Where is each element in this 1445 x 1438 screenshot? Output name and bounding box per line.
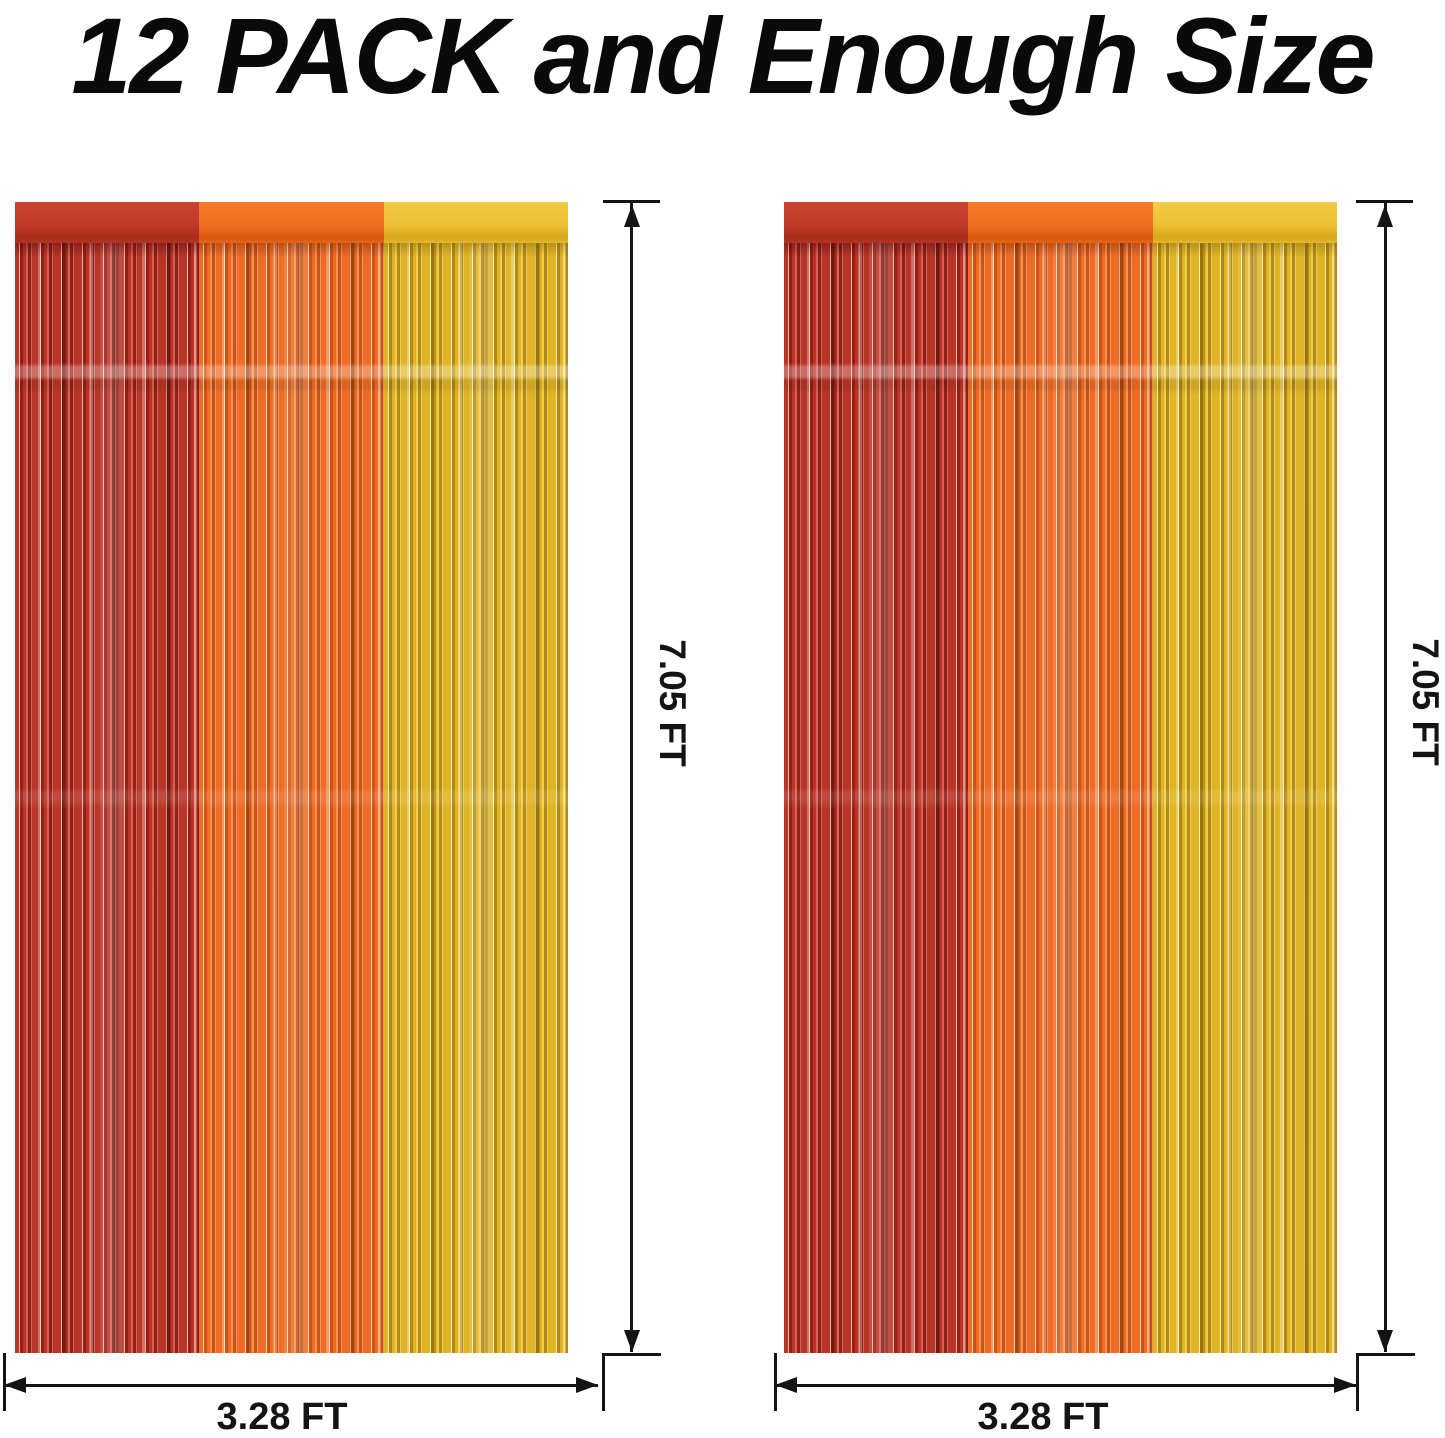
fringe-section-red bbox=[15, 243, 200, 1353]
extension-line-horizontal bbox=[603, 1353, 661, 1356]
fringe-section-yellow bbox=[1152, 243, 1337, 1353]
curtain-1-figure: 7.05 FT 3.28 FT bbox=[3, 200, 693, 1438]
extension-line-vertical bbox=[602, 1353, 605, 1411]
curtain-header-band bbox=[15, 202, 568, 243]
fringe-section-orange bbox=[968, 243, 1153, 1353]
arrowhead-down-icon bbox=[1377, 1330, 1393, 1352]
curtain-fringe bbox=[15, 243, 568, 1353]
band-section-yellow bbox=[383, 202, 568, 243]
curtain-fringe bbox=[784, 243, 1337, 1353]
arrowhead-down-icon bbox=[624, 1330, 640, 1352]
foil-curtain-2 bbox=[784, 202, 1337, 1353]
height-dimension-top-bar bbox=[603, 200, 660, 203]
band-section-orange bbox=[968, 202, 1153, 243]
band-section-yellow bbox=[1152, 202, 1337, 243]
fringe-section-orange bbox=[199, 243, 384, 1353]
height-label: 7.05 FT bbox=[1405, 638, 1445, 766]
extension-line-vertical bbox=[1356, 1353, 1359, 1411]
arrowhead-up-icon bbox=[624, 205, 640, 227]
height-label: 7.05 FT bbox=[652, 639, 693, 767]
foil-curtain-1 bbox=[15, 202, 568, 1353]
height-dimension-line bbox=[630, 203, 633, 1352]
width-label: 3.28 FT bbox=[216, 1396, 348, 1438]
arrowhead-left-icon bbox=[775, 1377, 797, 1393]
height-dimension-line bbox=[1384, 203, 1387, 1352]
arrowhead-right-icon bbox=[1334, 1377, 1356, 1393]
arrowhead-left-icon bbox=[4, 1377, 26, 1393]
extension-line-horizontal bbox=[1357, 1353, 1415, 1356]
arrowhead-up-icon bbox=[1377, 205, 1393, 227]
width-dimension-line bbox=[776, 1384, 1356, 1387]
band-section-red bbox=[15, 202, 200, 243]
fringe-section-yellow bbox=[383, 243, 568, 1353]
band-section-red bbox=[784, 202, 969, 243]
arrowhead-right-icon bbox=[576, 1377, 598, 1393]
curtain-header-band bbox=[784, 202, 1337, 243]
product-title: 12 PACK and Enough Size bbox=[71, 0, 1375, 116]
height-dimension-top-bar bbox=[1356, 200, 1413, 203]
width-label: 3.28 FT bbox=[977, 1396, 1109, 1438]
width-dimension-line bbox=[5, 1384, 598, 1387]
curtain-2-figure: 7.05 FT 3.28 FT bbox=[774, 200, 1445, 1438]
band-section-orange bbox=[199, 202, 384, 243]
fringe-section-red bbox=[784, 243, 969, 1353]
